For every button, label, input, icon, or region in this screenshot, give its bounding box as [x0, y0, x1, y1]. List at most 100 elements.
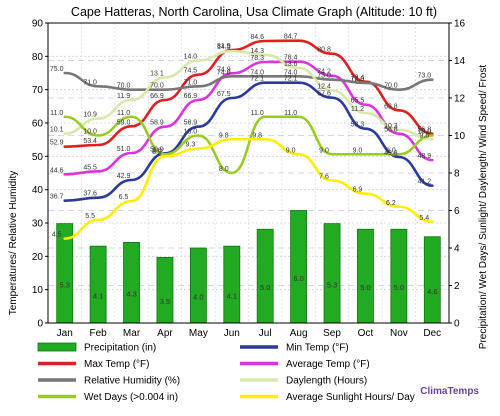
legend-label-daylength-hours: Daylength (Hours): [286, 376, 367, 387]
left-tick-label: 60: [32, 119, 44, 130]
wet-days-0-004-in-data-label: 9.0: [386, 147, 396, 154]
x-tick-label: Jun: [224, 328, 240, 339]
daylength-hours-data-label: 13.6: [284, 61, 298, 68]
relative-humidity-data-label: 72.0: [351, 76, 365, 83]
right-tick-label: 10: [454, 131, 466, 142]
left-tick-label: 10: [32, 285, 44, 296]
min-temp-f-data-label: 67.6: [317, 91, 331, 98]
precipitation-bar-label: 5.0: [260, 283, 270, 292]
wet-days-0-004-in-line: [63, 115, 434, 175]
daylength-hours-data-label: 14.3: [250, 48, 264, 55]
daylength-hours-data-label: 11.9: [117, 93, 130, 100]
relative-humidity-data-label: 73.0: [317, 73, 331, 80]
right-tick-label: 8: [454, 169, 460, 180]
daylength-hours-data-label: 13.1: [150, 70, 164, 77]
x-tick-label: Sep: [323, 328, 341, 339]
right-tick-label: 6: [454, 206, 460, 217]
left-tick-label: 40: [32, 185, 44, 196]
x-tick-label: Nov: [390, 328, 408, 339]
max-temp-f-data-label: 84.6: [250, 34, 264, 41]
wet-days-0-004-in-data-label: 10.0: [417, 129, 431, 136]
relative-humidity-data-label: 73.0: [417, 73, 431, 80]
x-tick-label: Dec: [423, 328, 441, 339]
precipitation-bar: [189, 247, 207, 324]
precipitation-bar-label: 6.0: [293, 274, 303, 283]
max-temp-f-data-label: 84.7: [284, 34, 298, 41]
min-temp-f-data-label: 37.6: [83, 191, 97, 198]
precipitation-bar: [290, 210, 308, 324]
precipitation-bar: [223, 245, 241, 324]
min-temp-f-data-label: 72.1: [284, 76, 298, 83]
legend-swatch-precipitation-in: [37, 342, 77, 352]
average-temp-f-data-label: 78.3: [250, 55, 264, 62]
average-temp-f-data-label: 74.2: [317, 69, 331, 76]
average-sunlight-hours-day-line: [63, 137, 434, 240]
left-tick-label: 50: [32, 152, 44, 163]
average-temp-f-data-label: 78.4: [284, 55, 298, 62]
x-tick-label: Jul: [259, 328, 272, 339]
min-temp-f-data-label: 42.9: [117, 173, 131, 180]
relative-humidity-data-label: 75.0: [50, 66, 64, 73]
relative-humidity-data-label: 70.0: [150, 83, 164, 90]
average-temp-f-data-label: 45.5: [83, 164, 97, 171]
wet-days-0-004-in-data-label: 10.0: [184, 129, 198, 136]
precipitation-bar-label: 5.0: [360, 283, 370, 292]
legend-label-average-sunlight-hours-day: Average Sunlight Hours/ Day: [286, 392, 415, 403]
left-tick-label: 90: [32, 19, 44, 30]
wet-days-0-004-in-data-label: 11.0: [251, 110, 264, 117]
precipitation-bar-label: 5.0: [394, 283, 404, 292]
daylength-hours-data-label: 14.5: [217, 44, 231, 51]
min-temp-f-data-label: 58.9: [184, 120, 198, 127]
left-tick-label: 80: [32, 52, 44, 63]
average-temp-f-data-label: 58.9: [150, 120, 164, 127]
max-temp-f-data-label: 52.9: [50, 140, 64, 147]
average-temp-f-data-label: 48.9: [417, 153, 431, 160]
relative-humidity-data-label: 70.0: [117, 83, 131, 90]
min-temp-f-data-label: 58.3: [351, 122, 365, 129]
min-temp-f-data-label: 41.2: [417, 179, 431, 186]
max-temp-f-data-label: 63.8: [384, 103, 398, 110]
daylength-hours-data-label: 9.8: [419, 132, 429, 139]
wet-days-0-004-in-data-label: 11.0: [50, 110, 63, 117]
relative-humidity-data-label: 74.0: [284, 69, 298, 76]
x-tick-label: Jan: [57, 328, 73, 339]
wet-days-0-004-in-data-label: 11.0: [284, 110, 297, 117]
average-temp-f-data-label: 44.6: [50, 167, 64, 174]
daylength-hours-line: [63, 49, 434, 141]
daylength-hours-data-label: 11.2: [351, 106, 364, 113]
min-temp-f-data-label: 72.1: [250, 76, 264, 83]
min-temp-f-data-label: 67.5: [217, 91, 231, 98]
max-temp-f-data-label: 74.5: [184, 68, 198, 75]
average-sunlight-hours-day-data-label: 9.8: [219, 132, 229, 139]
precipitation-bar: [89, 245, 107, 324]
max-temp-f-data-label: 59.0: [117, 119, 131, 126]
average-sunlight-hours-day-data-label: 8.9: [152, 149, 162, 156]
average-sunlight-hours-day-data-label: 6.9: [353, 187, 363, 194]
average-sunlight-hours-day-data-label: 5.4: [419, 215, 429, 222]
left-tick-label: 0: [37, 319, 43, 330]
chart-title: Cape Hatteras, North Carolina, Usa Clima…: [71, 5, 437, 19]
left-tick-label: 30: [32, 219, 44, 230]
relative-humidity-data-label: 74.0: [217, 69, 231, 76]
x-tick-label: Feb: [90, 328, 108, 339]
right-tick-label: 14: [454, 56, 466, 67]
legend-label-precipitation-in: Precipitation (in): [84, 343, 156, 354]
relative-humidity-line: [63, 71, 434, 91]
left-tick-label: 70: [32, 85, 44, 96]
legend-label-average-temp-f: Average Temp (°F): [286, 359, 370, 370]
legend-label-max-temp-f: Max Temp (°F): [84, 359, 150, 370]
average-temp-f-data-label: 74.9: [217, 66, 231, 73]
right-axis-label: Precipitation/ Wet Days/ Sunlight/ Dayle…: [478, 65, 489, 350]
left-tick-label: 20: [32, 252, 44, 263]
legend-label-min-temp-f: Min Temp (°F): [286, 343, 349, 354]
precipitation-bar-label: 4.3: [126, 290, 136, 299]
precipitation-bar: [390, 228, 408, 324]
x-tick-label: Mar: [123, 328, 141, 339]
daylength-hours-data-label: 14.0: [184, 54, 198, 61]
precipitation-bar-label: 4.1: [93, 292, 103, 301]
right-tick-label: 12: [454, 94, 466, 105]
precipitation-bar-label: 4.1: [227, 292, 237, 301]
x-tick-label: Apr: [157, 328, 173, 339]
